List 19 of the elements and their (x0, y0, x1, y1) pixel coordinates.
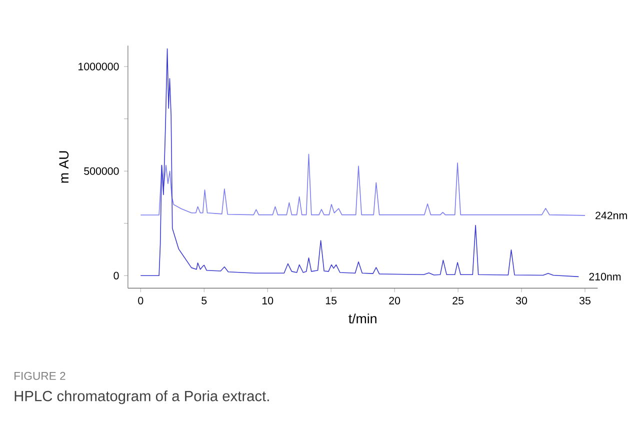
y-tick-label: 1000000 (78, 62, 119, 70)
line-series (140, 48, 580, 278)
x-tick-label: 5 (202, 296, 207, 304)
series-label: 242nm (596, 212, 627, 220)
y-tick-label: 500000 (84, 167, 119, 175)
x-axis-title: t/min (348, 314, 376, 324)
x-tick-label: 20 (389, 296, 400, 304)
line-series (140, 154, 586, 216)
series-label: 210nm (589, 272, 621, 280)
x-tick-label: 10 (262, 296, 274, 304)
caption: FIGURE 2 (14, 372, 66, 380)
x-tick-label: 35 (579, 296, 590, 304)
x-tick-label: 0 (138, 296, 144, 304)
x-tick-label: 15 (326, 296, 337, 304)
y-tick-label: 0 (114, 272, 119, 280)
x-tick-label: 30 (516, 296, 528, 304)
y-axis-title: m AU (59, 151, 69, 183)
x-tick-label: 25 (452, 296, 464, 304)
text: HPLC chromatogram of a Poria extract. (14, 390, 269, 404)
